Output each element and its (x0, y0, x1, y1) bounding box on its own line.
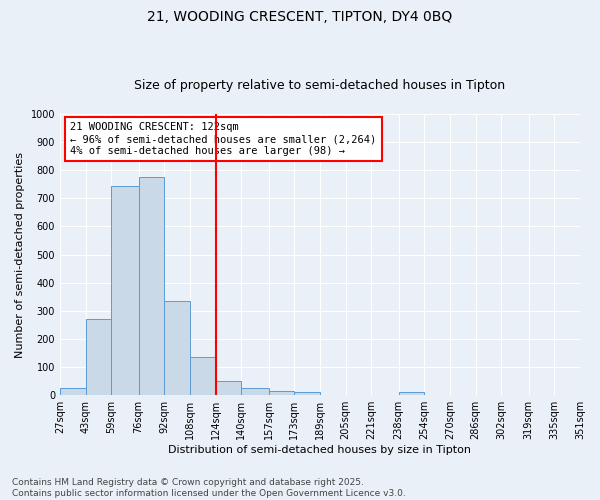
Bar (139, 178, 164, 395)
Text: 21, WOODING CRESCENT, TIPTON, DY4 0BQ: 21, WOODING CRESCENT, TIPTON, DY4 0BQ (148, 10, 452, 24)
Y-axis label: Number of semi-detached properties: Number of semi-detached properties (15, 152, 25, 358)
Bar (294, 392, 320, 395)
Bar (190, 357, 215, 395)
Bar (269, 391, 294, 395)
Bar (111, 186, 139, 395)
Text: Contains HM Land Registry data © Crown copyright and database right 2025.
Contai: Contains HM Land Registry data © Crown c… (12, 478, 406, 498)
X-axis label: Distribution of semi-detached houses by size in Tipton: Distribution of semi-detached houses by … (169, 445, 472, 455)
Bar (60, 388, 86, 395)
Bar (398, 392, 424, 395)
Bar (164, 301, 190, 395)
Text: 21 WOODING CRESCENT: 122sqm
← 96% of semi-detached houses are smaller (2,264)
4%: 21 WOODING CRESCENT: 122sqm ← 96% of sem… (70, 122, 377, 156)
Bar (241, 388, 269, 395)
Bar (215, 381, 241, 395)
Bar (86, 320, 111, 395)
Title: Size of property relative to semi-detached houses in Tipton: Size of property relative to semi-detach… (134, 79, 506, 92)
